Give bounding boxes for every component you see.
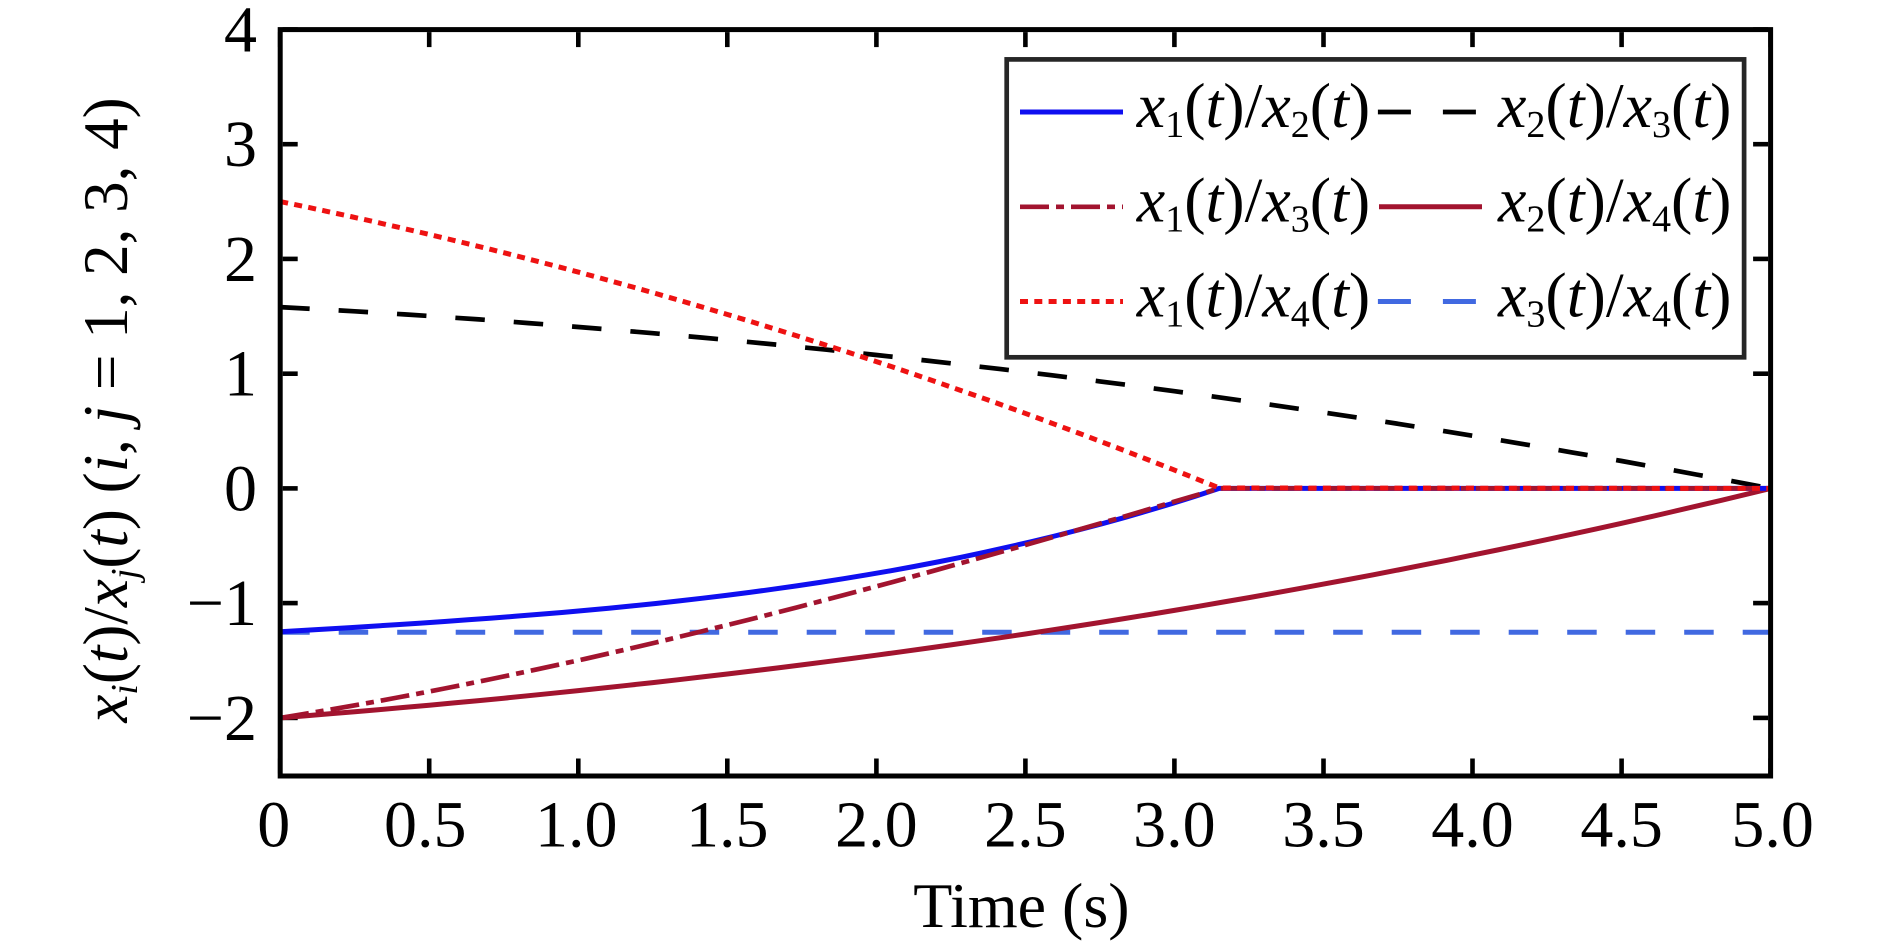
svg-text:0.5: 0.5 [384,789,467,862]
svg-text:x2(t)/x3(t): x2(t)/x3(t) [1497,70,1731,146]
svg-text:4.0: 4.0 [1431,789,1514,862]
svg-text:x3(t)/x4(t): x3(t)/x4(t) [1497,259,1731,335]
svg-text:xi(t)/xj(t) (i, j = 1, 2, 3, 4: xi(t)/xj(t) (i, j = 1, 2, 3, 4) [71,97,146,723]
svg-text:2.5: 2.5 [984,789,1067,862]
svg-text:1: 1 [224,338,257,411]
svg-text:4: 4 [224,0,257,67]
svg-text:x1(t)/x2(t): x1(t)/x2(t) [1136,70,1370,146]
svg-text:1.0: 1.0 [535,789,618,862]
svg-text:3.0: 3.0 [1133,789,1216,862]
svg-text:4.5: 4.5 [1580,789,1663,862]
svg-text:3.5: 3.5 [1282,789,1365,862]
svg-text:5.0: 5.0 [1731,789,1814,862]
svg-text:x2(t)/x4(t): x2(t)/x4(t) [1497,165,1731,241]
svg-text:1.5: 1.5 [686,789,769,862]
svg-text:x1(t)/x4(t): x1(t)/x4(t) [1136,259,1370,335]
svg-text:−1: −1 [187,567,257,640]
svg-text:0: 0 [257,789,290,862]
svg-text:0: 0 [224,452,257,525]
svg-text:2: 2 [224,223,257,296]
svg-text:3: 3 [224,108,257,181]
svg-text:x1(t)/x3(t): x1(t)/x3(t) [1136,165,1370,241]
svg-text:Time (s): Time (s) [913,870,1129,941]
svg-text:−2: −2 [187,682,257,755]
svg-text:2.0: 2.0 [835,789,918,862]
